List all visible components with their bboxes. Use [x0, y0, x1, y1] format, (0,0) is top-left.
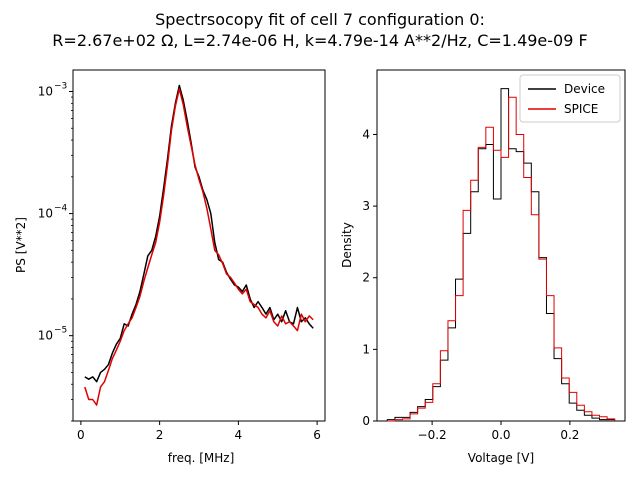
power-spectrum-y-tick-label: 10: [38, 84, 53, 98]
power-spectrum-x-tick-label: 4: [235, 428, 243, 442]
power-spectrum-y-tick-exponent: −5: [54, 326, 67, 336]
legend-box: [519, 74, 621, 123]
histogram-y-ticks: 0 1 2 3 4: [362, 127, 377, 428]
histogram-x-tick-label: 0.0: [491, 428, 510, 442]
histogram-y-tick-label: 3: [362, 199, 370, 213]
histogram-series: [386, 88, 616, 422]
legend-device-label: Device: [564, 82, 605, 96]
power-spectrum-y-label: PS [V**2]: [14, 217, 28, 273]
power-spectrum-x-ticks: 0 2 4 6: [77, 421, 321, 442]
histogram-y-tick-label: 1: [362, 342, 370, 356]
legend-spice-label: SPICE: [564, 102, 598, 116]
histogram-y-tick-label: 4: [362, 127, 370, 141]
power-spectrum-x-tick-label: 0: [77, 428, 85, 442]
power-spectrum-x-label: freq. [MHz]: [168, 451, 235, 465]
power-spectrum-x-tick-label: 2: [156, 428, 164, 442]
histogram-legend: Device SPICE: [519, 74, 621, 123]
histogram-x-tick-label: 0.2: [560, 428, 579, 442]
figure-title-line-2: R=2.67e+02 Ω, L=2.74e-06 H, k=4.79e-14 A…: [52, 31, 587, 50]
histogram-x-ticks: −0.2 0.0 0.2: [418, 421, 579, 442]
power-spectrum-y-tick-label: 10: [38, 207, 53, 221]
power-spectrum-series: [84, 84, 314, 406]
histogram-y-tick-label: 2: [362, 271, 370, 285]
power-spectrum-line-spice: [84, 88, 314, 406]
power-spectrum-y-tick-exponent: −3: [54, 81, 67, 91]
histogram-x-tick-label: −0.2: [418, 428, 447, 442]
power-spectrum-axes-frame: [72, 69, 326, 422]
power-spectrum-x-tick-label: 6: [313, 428, 321, 442]
histogram-y-tick-label: 0: [362, 414, 370, 428]
histogram-x-label: Voltage [V]: [468, 451, 534, 465]
histogram-step-spice: [387, 96, 616, 422]
power-spectrum-y-tick-exponent: −4: [54, 204, 68, 214]
power-spectrum-y-ticks: 10−510−410−3: [38, 81, 73, 422]
voltage-histogram-panel: −0.2 0.0 0.2 0 1 2 3 4 Voltage [V] Density Dev…: [340, 69, 626, 465]
histogram-y-label: Density: [340, 222, 354, 268]
power-spectrum-y-tick-label: 10: [38, 329, 53, 343]
figure-title-line-1: Spectrsocopy fit of cell 7 configuration…: [155, 10, 485, 29]
